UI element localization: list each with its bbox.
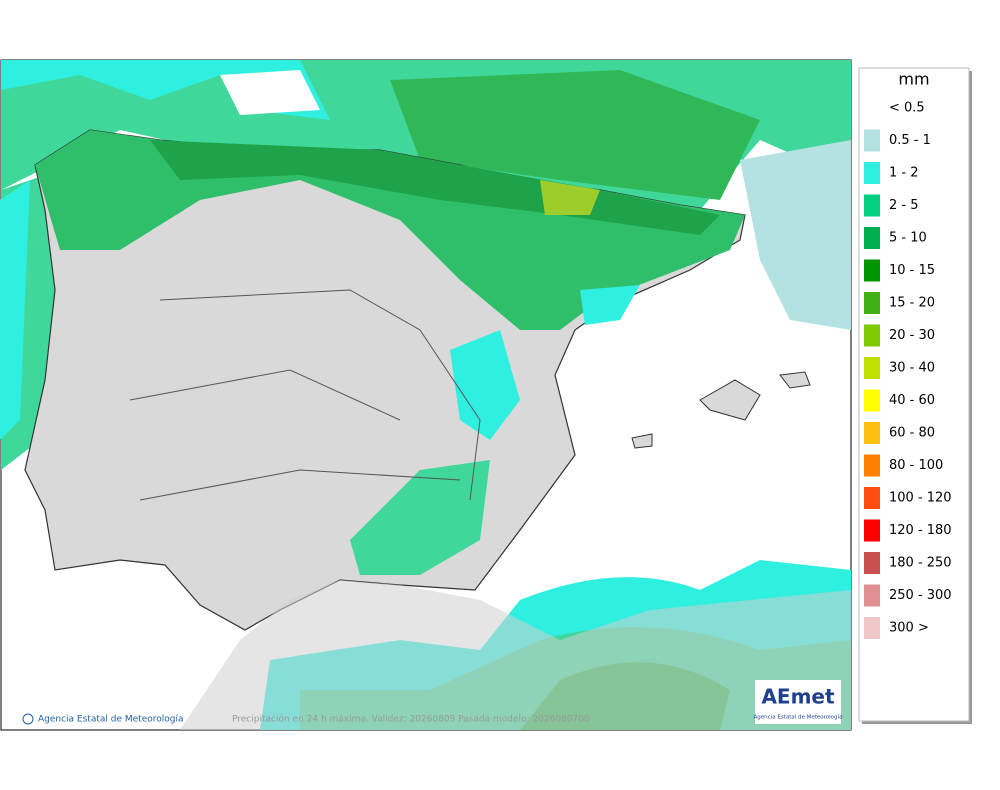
legend-swatch (864, 324, 880, 347)
credit: Agencia Estatal de Meteorología (38, 715, 184, 725)
precip-area (35, 130, 745, 330)
legend-label: 40 - 60 (889, 393, 935, 408)
legend-swatch (864, 487, 880, 509)
legend-swatch (864, 227, 880, 249)
region-border (129, 289, 481, 501)
legend-swatch (864, 454, 880, 477)
legend-swatch (864, 259, 880, 282)
legend-label: 10 - 15 (889, 263, 935, 278)
legend-swatch (864, 617, 880, 639)
legend-swatch (864, 519, 880, 542)
precip-area (740, 140, 851, 330)
legend-swatch (864, 584, 880, 607)
legend-label: < 0.5 (889, 101, 925, 116)
legend-label: 120 - 180 (889, 523, 952, 538)
precip-area (390, 70, 760, 200)
legend-label: 1 - 2 (889, 166, 919, 181)
island (779, 371, 811, 389)
legend-unit: mm (898, 70, 929, 89)
legend-label: 0.5 - 1 (889, 133, 931, 148)
map: Agencia Estatal de Meteorología Precipit… (0, 59, 852, 731)
precip-area (450, 330, 520, 440)
legend-swatch (864, 194, 880, 217)
legend-label: 20 - 30 (889, 328, 935, 343)
legend-label: 2 - 5 (889, 198, 919, 213)
legend-swatch (864, 162, 880, 184)
logo-name: AEmet (761, 685, 835, 709)
legend-swatch (864, 389, 880, 412)
legend: mm < 0.5 0.5 - 1 1 - 2 2 - 5 5 - 10 10 - 15 15… (858, 67, 972, 724)
legend-swatch (864, 552, 880, 574)
legend-label: 250 - 300 (889, 588, 952, 603)
legend-label: 180 - 250 (889, 556, 952, 571)
legend-swatch (864, 422, 880, 444)
logo-subtitle: Agencia Estatal de Meteorología (754, 714, 843, 721)
dry-area (220, 70, 320, 115)
legend-label: 300 > (889, 621, 929, 636)
logo-box (755, 680, 841, 724)
caption: Precipitación en 24 h máxima. Validez: 2… (232, 714, 590, 725)
legend-label: 5 - 10 (889, 231, 927, 246)
precip-area (0, 180, 30, 440)
island (699, 379, 761, 421)
legend-swatch (864, 292, 880, 314)
precip-area (350, 460, 490, 575)
africa-land (180, 580, 851, 730)
legend-label: 15 - 20 (889, 296, 935, 311)
legend-label: 80 - 100 (889, 458, 943, 473)
legend-label: 60 - 80 (889, 426, 935, 441)
legend-label: 30 - 40 (889, 361, 935, 376)
legend-swatch (864, 97, 880, 119)
precip-area (540, 180, 600, 215)
legend-swatch (864, 129, 880, 152)
legend-swatch (864, 357, 880, 379)
island (631, 433, 653, 449)
precip-area (580, 285, 640, 325)
copyright-icon (22, 713, 34, 725)
legend-label: 100 - 120 (889, 491, 952, 506)
